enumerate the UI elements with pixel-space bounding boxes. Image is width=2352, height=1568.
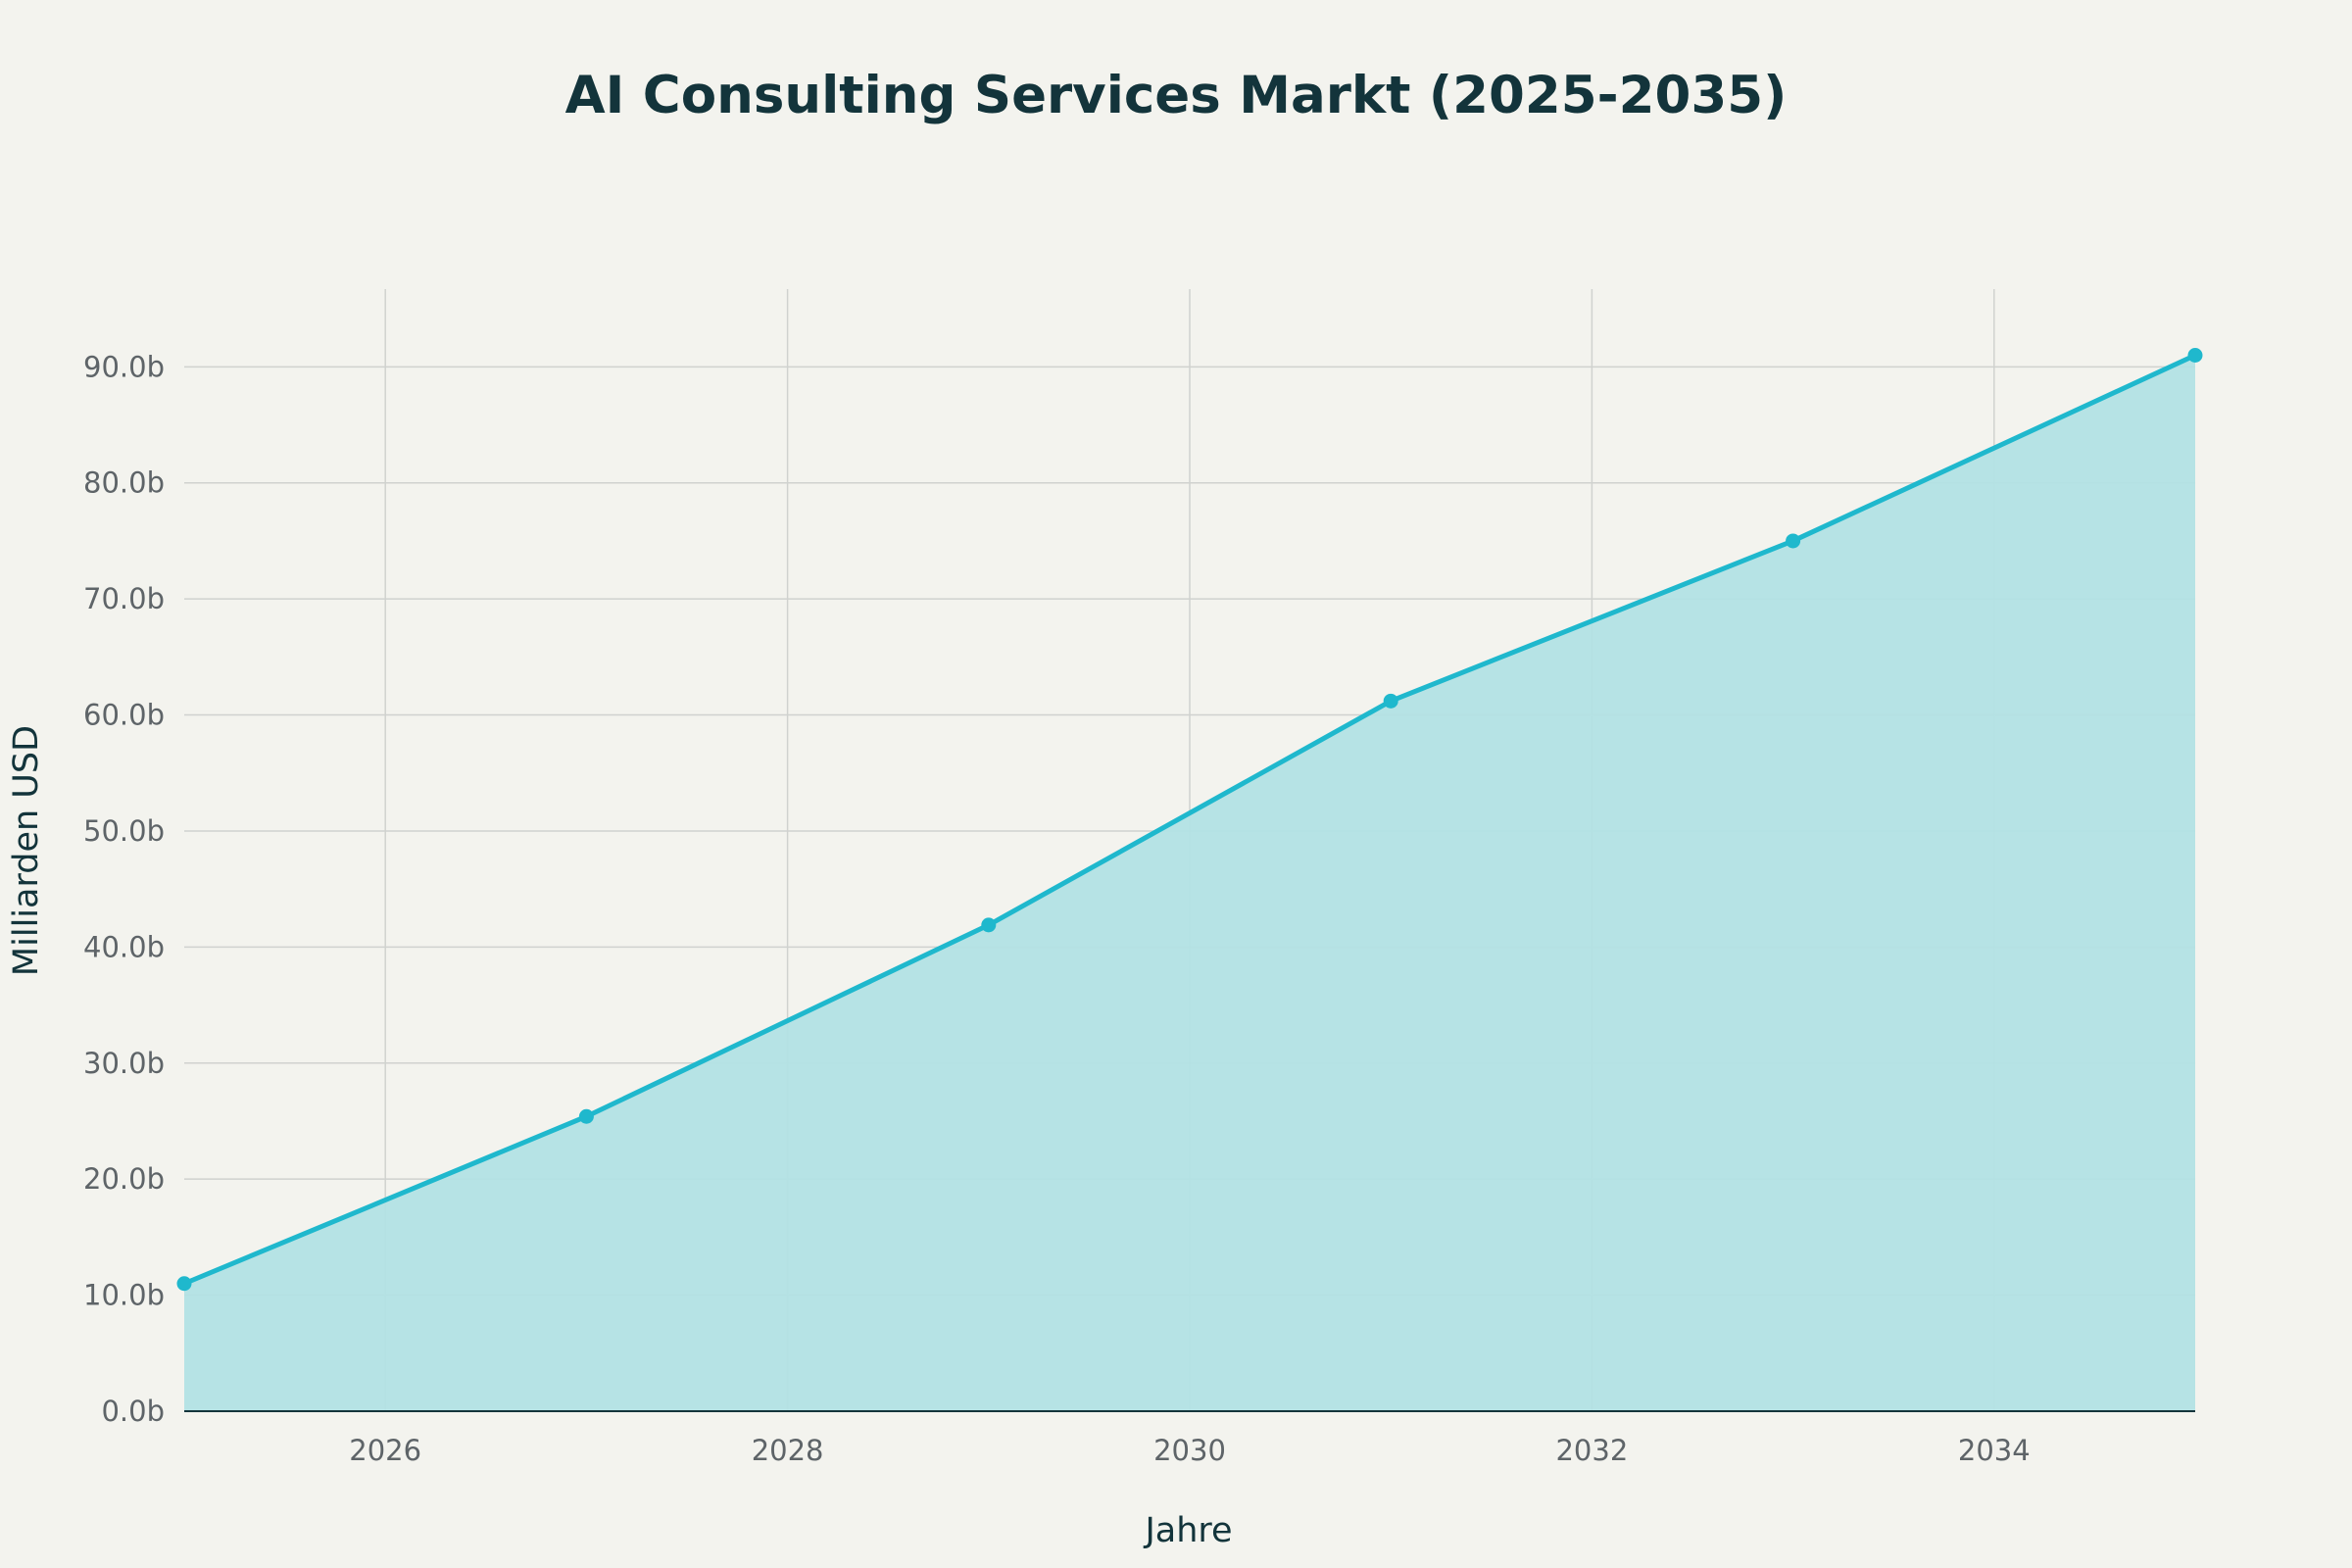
x-tick-label: 2028 xyxy=(752,1434,824,1467)
x-axis-title: Jahre xyxy=(1143,1511,1232,1550)
y-tick-label: 0.0b xyxy=(101,1395,165,1428)
data-point xyxy=(1383,693,1398,709)
y-tick-label: 10.0b xyxy=(83,1279,165,1312)
y-tick-label: 40.0b xyxy=(83,930,165,963)
y-tick-label: 60.0b xyxy=(83,699,165,732)
data-point xyxy=(176,1276,192,1292)
data-point xyxy=(1786,533,1801,549)
y-axis-title: Milliarden USD xyxy=(7,725,46,976)
data-point xyxy=(2187,347,2203,363)
area-layer xyxy=(183,353,2197,1412)
axes: 0.0b 10.0b 20.0b 30.0b 40.0b 50.0b 60.0b 70.0b 8… xyxy=(83,350,2195,1467)
x-tick-label: 2034 xyxy=(1958,1434,2031,1467)
series-line xyxy=(183,353,2197,1287)
y-tick-label: 80.0b xyxy=(83,466,165,500)
area-fill xyxy=(184,355,2195,1412)
y-tick-label: 20.0b xyxy=(83,1162,165,1196)
chart-title: AI Consulting Services Markt (2025-2035) xyxy=(565,66,1788,125)
y-tick-label: 30.0b xyxy=(83,1047,165,1080)
y-tick-label: 50.0b xyxy=(83,814,165,848)
markers xyxy=(176,347,2203,1292)
data-point xyxy=(578,1108,594,1124)
y-tick-label: 90.0b xyxy=(83,350,165,383)
x-tick-label: 2026 xyxy=(349,1434,421,1467)
y-tick-label: 70.0b xyxy=(83,582,165,615)
x-tick-label: 2032 xyxy=(1555,1434,1628,1467)
data-point xyxy=(981,917,997,933)
x-tick-label: 2030 xyxy=(1153,1434,1226,1467)
